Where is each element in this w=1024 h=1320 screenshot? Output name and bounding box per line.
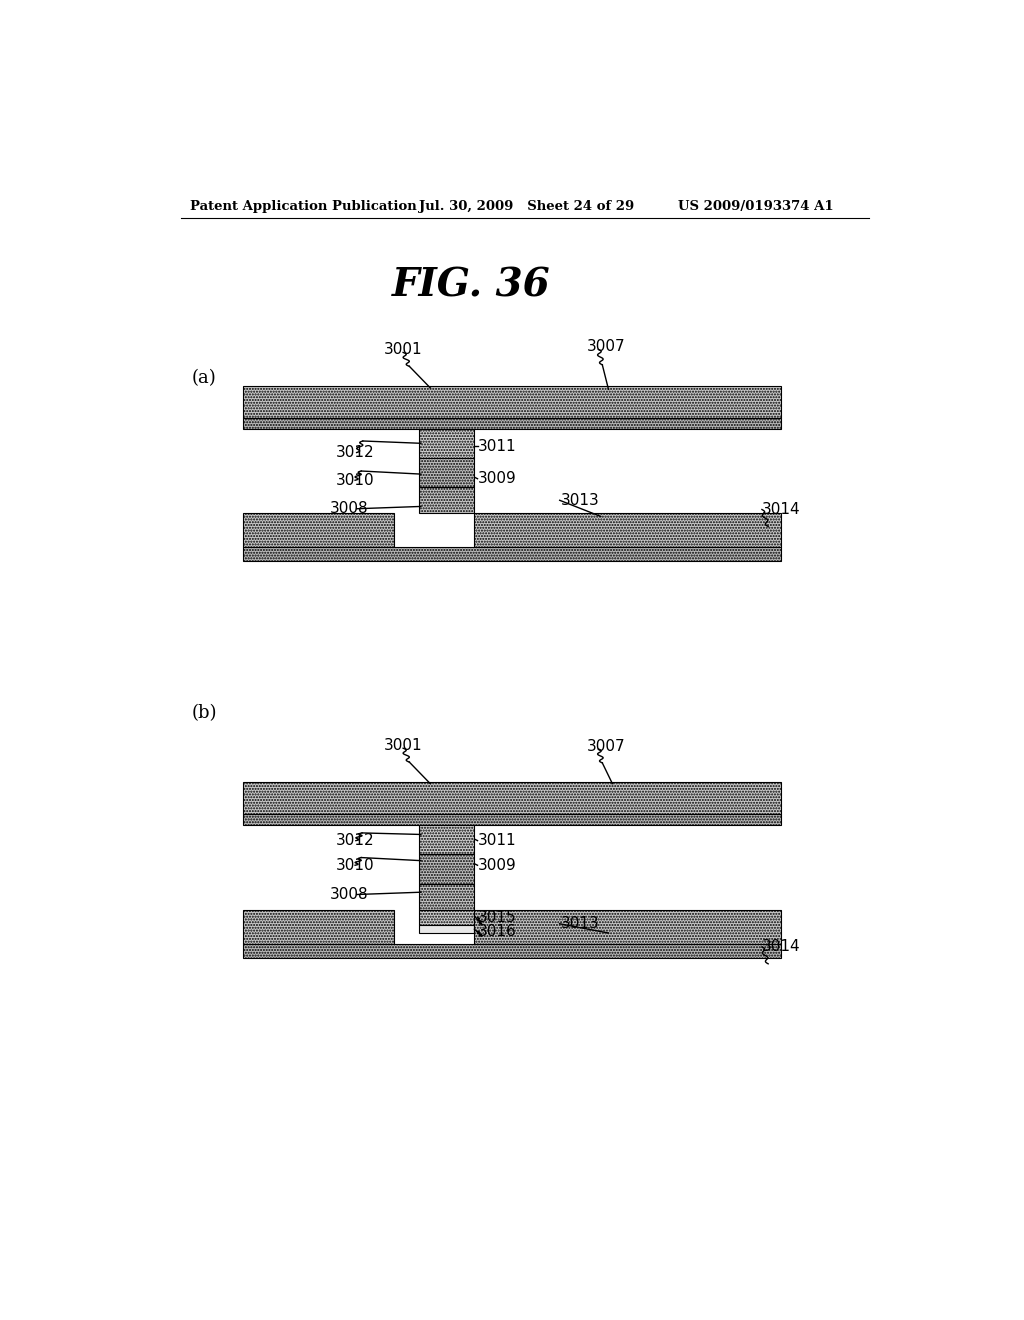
Bar [419,458,474,487]
Bar [243,385,781,418]
Text: 3001: 3001 [384,342,422,356]
Bar [419,884,474,909]
Bar [419,429,474,458]
Text: 3014: 3014 [762,940,801,954]
Bar [474,513,781,548]
Bar [243,944,781,958]
Bar [419,925,474,933]
Text: 3013: 3013 [560,916,599,932]
Bar [243,909,394,944]
Bar [419,909,474,925]
Text: 3012: 3012 [336,445,375,461]
Text: Patent Application Publication: Patent Application Publication [190,199,417,213]
Bar [474,909,781,944]
Text: 3010: 3010 [336,473,375,488]
Text: Jul. 30, 2009   Sheet 24 of 29: Jul. 30, 2009 Sheet 24 of 29 [419,199,634,213]
Text: FIG. 36: FIG. 36 [391,267,550,305]
Text: 3016: 3016 [478,924,517,939]
Bar [419,854,474,884]
Text: (a): (a) [191,368,216,387]
Bar [419,825,474,854]
Text: 3012: 3012 [336,833,375,849]
Bar [419,487,474,513]
Bar [243,814,781,825]
Text: 3008: 3008 [330,502,368,516]
Bar [243,781,781,814]
Text: 3013: 3013 [560,492,599,508]
Bar [243,548,781,561]
Bar [243,418,781,429]
Text: 3001: 3001 [384,738,422,752]
Text: (b): (b) [191,704,217,722]
Text: 3008: 3008 [330,887,368,902]
Text: 3015: 3015 [478,909,517,925]
Text: US 2009/0193374 A1: US 2009/0193374 A1 [678,199,834,213]
Text: 3009: 3009 [478,471,517,486]
Text: 3010: 3010 [336,858,375,873]
Text: 3009: 3009 [478,858,517,873]
Bar [243,513,394,548]
Text: 3007: 3007 [587,339,626,354]
Text: 3011: 3011 [478,833,517,849]
Text: 3014: 3014 [762,502,801,517]
Text: 3007: 3007 [587,739,626,754]
Text: 3011: 3011 [478,438,517,454]
